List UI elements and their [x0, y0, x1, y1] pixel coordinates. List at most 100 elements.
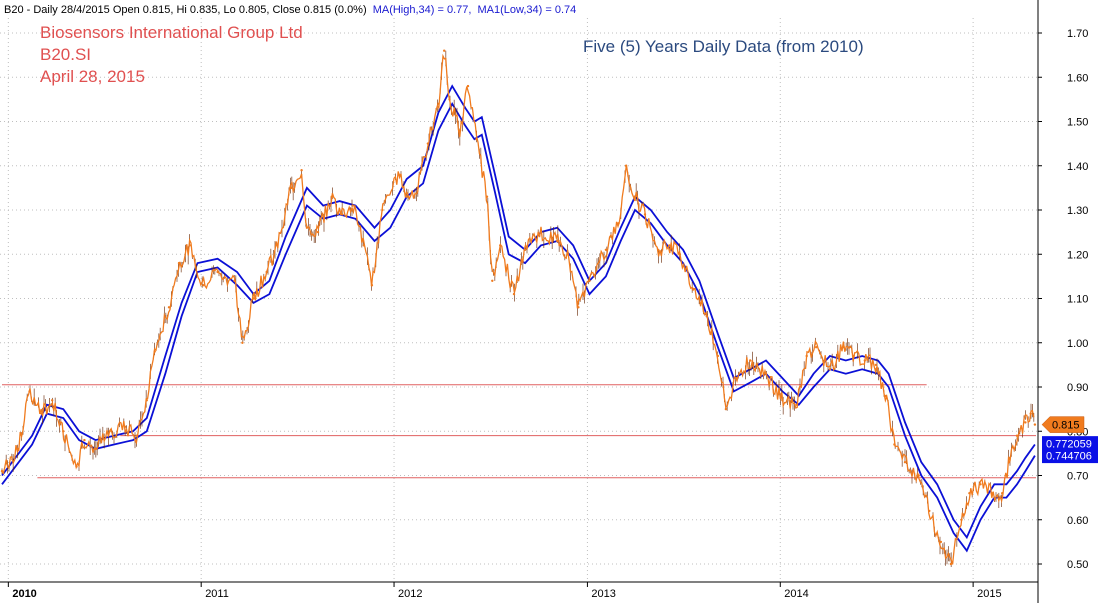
y-tick-label: 1.10 — [1067, 294, 1088, 306]
price-point — [75, 465, 78, 468]
price-point — [135, 434, 138, 437]
price-point — [145, 399, 148, 402]
price-point — [265, 270, 268, 274]
price-point — [633, 195, 637, 198]
price-point — [448, 98, 451, 101]
price-line — [1, 53, 1035, 565]
price-point — [276, 244, 279, 247]
ma-low-line — [1, 101, 1036, 553]
price-point — [781, 399, 784, 402]
price-point — [724, 407, 728, 411]
price-point — [828, 368, 832, 371]
price-point — [233, 279, 236, 282]
y-tick-label: 0.50 — [1067, 559, 1088, 571]
price-point — [577, 306, 580, 309]
ma-value-label: 0.772059 — [1046, 439, 1092, 451]
price-point — [556, 239, 559, 243]
price-point — [795, 403, 798, 406]
last-price-label-bg — [1041, 416, 1085, 433]
price-point — [617, 222, 620, 225]
price-point — [960, 518, 963, 521]
price-point — [917, 474, 920, 477]
ohlc-readout: B20 - Daily 28/4/2015 Open 0.815, Hi 0.8… — [4, 4, 367, 16]
ma-value-label-bg — [1042, 448, 1098, 464]
price-point — [405, 195, 408, 198]
y-tick-label: 1.50 — [1067, 117, 1088, 129]
price-point — [458, 129, 462, 132]
price-point — [764, 372, 768, 375]
ma-low-readout: MA1(Low,34) = 0.74 — [478, 4, 577, 16]
price-point — [863, 359, 866, 362]
x-tick-label: 2011 — [205, 588, 229, 600]
price-point — [17, 447, 20, 451]
price-point — [51, 399, 54, 402]
price-point — [330, 195, 333, 198]
price-point — [1024, 421, 1027, 424]
y-tick-label: 1.30 — [1067, 205, 1088, 217]
price-point — [588, 279, 591, 282]
ticker-symbol: B20.SI — [40, 45, 91, 64]
price-point — [305, 226, 309, 229]
price-point — [939, 540, 943, 544]
price-point — [416, 186, 419, 190]
price-point — [177, 261, 181, 265]
price-point — [62, 430, 65, 433]
price-point — [1033, 423, 1037, 426]
price-point — [805, 354, 808, 358]
price-point — [949, 562, 953, 566]
price-point — [426, 142, 430, 145]
price-point — [289, 186, 293, 190]
x-tick-label: 2014 — [784, 588, 808, 600]
last-price-label: 0.815 — [1052, 420, 1080, 432]
price-point — [316, 230, 320, 234]
grid-lines — [0, 18, 1038, 582]
price-point — [167, 306, 171, 309]
price-point — [928, 509, 931, 513]
price-point — [28, 390, 31, 393]
y-tick-label: 0.70 — [1067, 471, 1088, 483]
x-tick-label: 2015 — [977, 588, 1001, 600]
price-point — [512, 292, 516, 296]
price-point — [749, 359, 752, 362]
price-point — [539, 230, 543, 234]
price-point — [842, 346, 845, 349]
ma-value-label-bg — [1042, 436, 1098, 452]
price-point — [499, 244, 502, 247]
price-point — [735, 376, 738, 380]
ma-high-readout: MA(High,34) = 0.77, — [373, 4, 472, 16]
price-point — [903, 461, 907, 464]
price-point — [351, 204, 354, 207]
price-point — [216, 270, 219, 274]
price-point — [884, 394, 888, 398]
price-point — [443, 49, 446, 52]
price-point — [188, 244, 191, 247]
y-tick-label: 1.20 — [1067, 249, 1088, 261]
price-point — [678, 253, 682, 256]
price-point — [874, 363, 878, 367]
price-point — [852, 354, 855, 358]
ma-value-label: 0.744706 — [1046, 451, 1092, 463]
y-tick-label: 0.60 — [1067, 515, 1088, 527]
price-point — [397, 173, 400, 176]
price-point — [241, 341, 244, 344]
y-tick-label: 1.60 — [1067, 72, 1088, 84]
price-point — [475, 138, 478, 141]
price-point — [300, 169, 303, 172]
x-tick-label: 2013 — [591, 588, 615, 600]
data-range-note: Five (5) Years Daily Data (from 2010) — [583, 37, 864, 56]
y-tick-label: 1.70 — [1067, 28, 1088, 40]
chart-date: April 28, 2015 — [40, 67, 145, 86]
y-tick-label: 1.40 — [1067, 161, 1088, 173]
price-point — [657, 248, 660, 251]
price-point — [624, 164, 628, 167]
price-point — [362, 244, 366, 247]
price-point — [153, 350, 156, 353]
y-tick-label: 0.90 — [1067, 382, 1088, 394]
price-point — [604, 248, 608, 251]
price-point — [491, 279, 494, 282]
price-point — [691, 288, 695, 291]
price-point — [466, 84, 470, 88]
price-point — [1029, 412, 1032, 415]
